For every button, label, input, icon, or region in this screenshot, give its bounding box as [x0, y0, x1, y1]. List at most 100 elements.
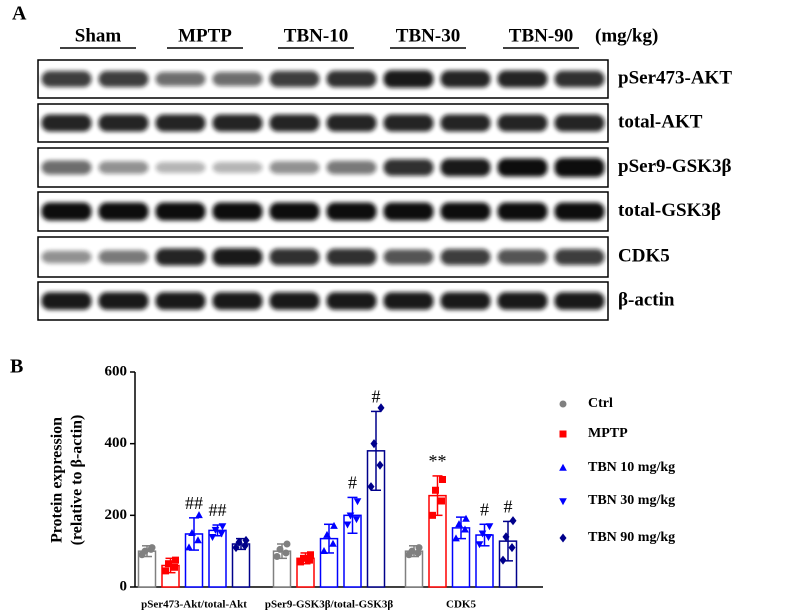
blot-band — [155, 162, 206, 173]
data-point — [343, 521, 352, 529]
blot-band — [41, 202, 92, 221]
data-point — [282, 549, 290, 557]
blot-band — [497, 70, 548, 88]
blot-band — [212, 162, 263, 173]
blot-band — [383, 114, 434, 132]
blot-band — [440, 114, 491, 132]
blot-band — [326, 114, 377, 132]
x-tick-label: pSer473-Akt/total-Akt — [141, 599, 247, 611]
data-point — [377, 403, 385, 413]
y-axis-label: (relative to β-actin) — [69, 415, 86, 546]
y-tick-label: 0 — [120, 578, 128, 594]
row-label: pSer9-GSK3β — [618, 156, 731, 177]
legend-marker — [559, 498, 567, 506]
blot-band — [554, 249, 605, 265]
blot-band — [554, 70, 605, 88]
blot-band — [41, 71, 92, 87]
blot-band — [212, 114, 263, 132]
blot-band — [212, 248, 263, 266]
legend-label: TBN 90 mg/kg — [588, 530, 675, 545]
row-label: pSer473-AKT — [618, 67, 732, 88]
blot-band — [155, 202, 206, 221]
blot-band — [155, 72, 206, 86]
blot-band — [326, 248, 377, 266]
data-point — [330, 521, 338, 529]
data-point — [414, 549, 422, 557]
data-point — [194, 536, 202, 544]
blot-band — [554, 292, 605, 310]
significance-label: ## — [185, 493, 203, 513]
blot-band — [155, 114, 206, 132]
blot-band — [497, 158, 548, 177]
legend-label: TBN 10 mg/kg — [588, 460, 675, 475]
data-point — [432, 486, 439, 494]
data-point — [484, 534, 493, 542]
row-label: total-GSK3β — [618, 200, 721, 221]
data-point — [172, 556, 179, 564]
blot-band — [326, 292, 377, 310]
y-tick-label: 600 — [105, 363, 128, 379]
y-tick-label: 400 — [105, 435, 128, 451]
significance-label: ## — [209, 500, 227, 520]
significance-label: # — [504, 497, 513, 517]
panel-label: B — [10, 356, 23, 378]
data-point — [439, 476, 446, 483]
blot-band — [440, 249, 491, 265]
blot-band — [440, 70, 491, 88]
blot-band — [269, 248, 320, 266]
data-point — [461, 525, 469, 533]
blot-band — [326, 70, 377, 88]
legend-label: TBN 30 mg/kg — [588, 493, 675, 508]
legend-label: Ctrl — [588, 396, 613, 411]
data-point — [353, 498, 362, 506]
blot-band — [41, 292, 92, 310]
legend-marker — [559, 430, 567, 438]
blot-band — [269, 292, 320, 310]
x-tick-label: pSer9-GSK3β/total-GSK3β — [265, 599, 394, 611]
data-point — [475, 541, 484, 549]
blot-band — [497, 249, 548, 265]
blot-band — [440, 202, 491, 221]
blot-band — [383, 70, 434, 88]
blot-band — [98, 114, 149, 132]
blot-band — [497, 114, 548, 132]
blot-band — [155, 292, 206, 310]
blot-band — [212, 292, 263, 310]
data-point — [162, 567, 169, 575]
blot-band — [554, 158, 605, 177]
data-point — [185, 543, 193, 551]
group-label: TBN-90 — [509, 25, 573, 46]
blot-band — [383, 249, 434, 265]
legend-label: MPTP — [588, 426, 628, 441]
data-point — [300, 554, 307, 562]
data-point — [352, 516, 361, 524]
blot-band — [383, 202, 434, 221]
group-label: TBN-10 — [284, 25, 348, 46]
significance-label: ** — [429, 451, 447, 471]
row-label: total-AKT — [618, 111, 703, 132]
data-point — [306, 556, 313, 564]
y-axis-label: Protein expression — [49, 417, 66, 543]
blot-band — [98, 202, 149, 221]
blot-band — [497, 292, 548, 310]
blot-band — [269, 202, 320, 221]
blot-band — [212, 72, 263, 86]
blot-band — [554, 202, 605, 221]
blot-band — [212, 202, 263, 221]
data-point — [329, 539, 337, 547]
x-tick-label: CDK5 — [446, 599, 476, 611]
legend-marker — [559, 533, 567, 543]
blot-band — [497, 202, 548, 221]
data-point — [367, 482, 375, 492]
blot-band — [440, 158, 491, 177]
blot-band — [326, 202, 377, 221]
blot-band — [98, 161, 149, 174]
data-point — [307, 551, 314, 559]
blot-band — [41, 114, 92, 132]
group-label: Sham — [75, 25, 122, 46]
data-point — [508, 543, 516, 553]
row-label: β-actin — [618, 289, 675, 310]
data-point — [171, 563, 178, 571]
group-label: MPTP — [178, 25, 232, 46]
